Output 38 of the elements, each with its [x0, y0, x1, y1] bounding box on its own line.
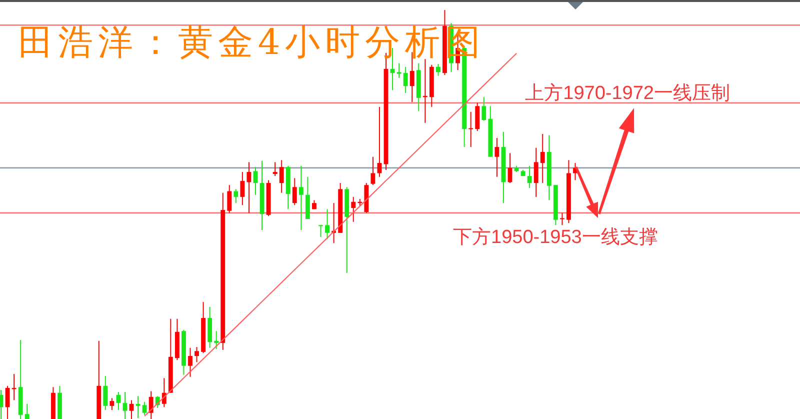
candlestick: [24, 403, 30, 419]
candlestick: [103, 376, 108, 410]
candlestick: [540, 133, 545, 184]
candlestick: [396, 62, 402, 78]
candlestick: [246, 162, 252, 214]
candlestick: [227, 184, 232, 214]
candlestick: [129, 400, 134, 419]
candlestick: [292, 178, 297, 206]
candlestick: [494, 138, 500, 178]
candlestick: [482, 96, 486, 122]
candlestick: [142, 401, 147, 416]
candlestick: [122, 392, 128, 419]
candlestick: [148, 390, 154, 419]
candlestick: [325, 208, 330, 240]
candlestick: [318, 224, 323, 238]
candlestick: [351, 196, 356, 222]
candlestick: [298, 165, 304, 231]
candlestick: [279, 160, 284, 194]
candlestick: [468, 111, 474, 148]
candlestick: [234, 188, 238, 204]
candlestick: [188, 347, 192, 378]
candlestick: [560, 212, 564, 226]
candlestick: [253, 166, 258, 196]
candlestick: [534, 147, 538, 198]
candlestick: [240, 171, 245, 206]
candlestick: [527, 165, 532, 188]
candlestick: [272, 162, 278, 177]
ref-line-label: 上方1970-1972一线压制: [525, 82, 730, 104]
candlestick: [136, 396, 140, 419]
candlestick: [436, 63, 440, 76]
candlestick: [116, 392, 121, 410]
candlestick: [110, 398, 114, 410]
candlestick: [194, 346, 199, 363]
candlestick: [475, 102, 480, 132]
candlestick: [403, 66, 408, 94]
candlestick: [214, 330, 219, 350]
ref-line-label: 下方1950-1953一线支撑: [453, 226, 658, 248]
candlestick: [370, 156, 376, 186]
